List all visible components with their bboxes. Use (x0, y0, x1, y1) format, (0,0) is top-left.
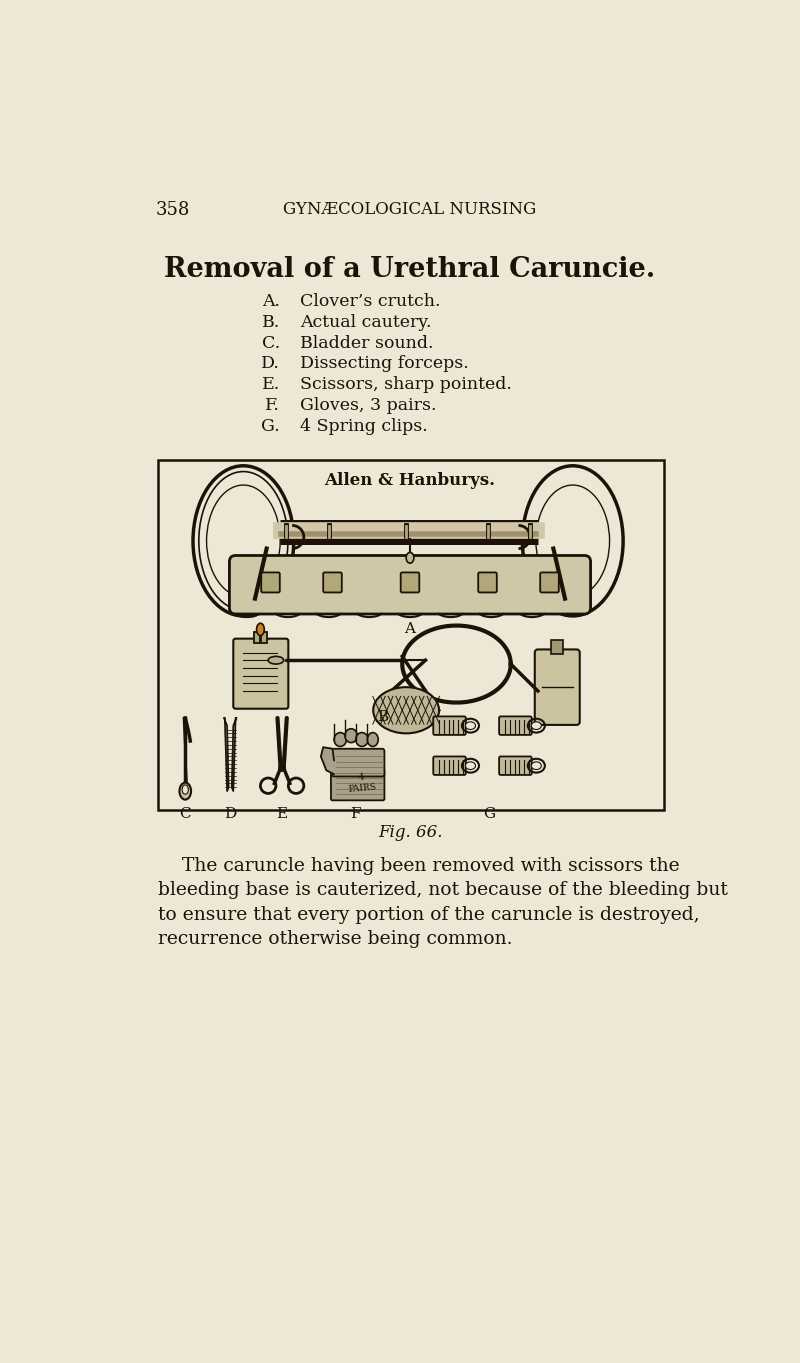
Text: 4
PAIRS: 4 PAIRS (347, 771, 377, 793)
Ellipse shape (206, 485, 280, 597)
Text: Removal of a Urethral Caruncie.: Removal of a Urethral Caruncie. (164, 256, 656, 284)
Ellipse shape (367, 732, 378, 747)
Text: 358: 358 (156, 200, 190, 218)
Ellipse shape (345, 729, 358, 743)
FancyBboxPatch shape (434, 717, 466, 735)
Text: 4 Spring clips.: 4 Spring clips. (300, 417, 428, 435)
Text: C: C (179, 807, 191, 822)
FancyBboxPatch shape (332, 748, 385, 777)
Text: bleeding base is cauterized, not because of the bleeding but: bleeding base is cauterized, not because… (158, 882, 728, 900)
Text: G: G (483, 807, 495, 822)
Text: D: D (224, 807, 236, 822)
Ellipse shape (182, 785, 188, 795)
Ellipse shape (536, 485, 610, 597)
Polygon shape (321, 747, 334, 774)
Ellipse shape (373, 687, 439, 733)
Polygon shape (232, 718, 237, 791)
Text: GYNÆCOLOGICAL NURSING: GYNÆCOLOGICAL NURSING (283, 200, 537, 218)
Ellipse shape (334, 732, 346, 747)
Text: E: E (277, 807, 288, 822)
Text: C.: C. (262, 334, 280, 352)
FancyBboxPatch shape (499, 717, 532, 735)
Text: A: A (405, 622, 415, 635)
Bar (551, 641, 563, 654)
Text: A.: A. (262, 293, 280, 309)
FancyBboxPatch shape (540, 572, 558, 593)
Ellipse shape (179, 782, 191, 800)
Ellipse shape (199, 472, 288, 611)
FancyBboxPatch shape (499, 756, 532, 776)
Text: Allen & Hanburys.: Allen & Hanburys. (325, 473, 495, 489)
Text: G.: G. (261, 417, 280, 435)
Text: F: F (350, 807, 361, 822)
FancyBboxPatch shape (478, 572, 497, 593)
FancyBboxPatch shape (534, 649, 580, 725)
Ellipse shape (406, 552, 414, 563)
Text: F.: F. (265, 397, 280, 414)
Text: Fig. 66.: Fig. 66. (378, 825, 442, 841)
Circle shape (279, 765, 286, 771)
FancyBboxPatch shape (230, 556, 590, 613)
FancyBboxPatch shape (434, 756, 466, 776)
Text: D.: D. (261, 356, 280, 372)
FancyBboxPatch shape (323, 572, 342, 593)
FancyBboxPatch shape (401, 572, 419, 593)
Ellipse shape (466, 762, 475, 770)
Ellipse shape (356, 732, 368, 747)
Ellipse shape (531, 762, 542, 770)
FancyBboxPatch shape (262, 572, 280, 593)
Ellipse shape (466, 722, 475, 729)
Text: Bladder sound.: Bladder sound. (300, 334, 434, 352)
Text: to ensure that every portion of the caruncle is destroyed,: to ensure that every portion of the caru… (158, 906, 700, 924)
Text: Clover’s crutch.: Clover’s crutch. (300, 293, 441, 309)
Text: Actual cautery.: Actual cautery. (300, 313, 431, 331)
Ellipse shape (268, 657, 284, 664)
Text: The caruncle having been removed with scissors the: The caruncle having been removed with sc… (158, 856, 680, 875)
Ellipse shape (531, 722, 542, 729)
Text: Scissors, sharp pointed.: Scissors, sharp pointed. (300, 376, 512, 393)
Text: B.: B. (262, 313, 280, 331)
FancyBboxPatch shape (331, 770, 385, 800)
Text: Dissecting forceps.: Dissecting forceps. (300, 356, 469, 372)
Ellipse shape (257, 623, 264, 635)
Text: B: B (378, 710, 389, 724)
Bar (158, 459, 664, 811)
Text: Gloves, 3 pairs.: Gloves, 3 pairs. (300, 397, 437, 414)
Polygon shape (224, 718, 229, 791)
FancyBboxPatch shape (234, 639, 288, 709)
Text: E.: E. (262, 376, 280, 393)
Bar (254, 631, 266, 642)
Text: recurrence otherwise being common.: recurrence otherwise being common. (158, 931, 513, 949)
